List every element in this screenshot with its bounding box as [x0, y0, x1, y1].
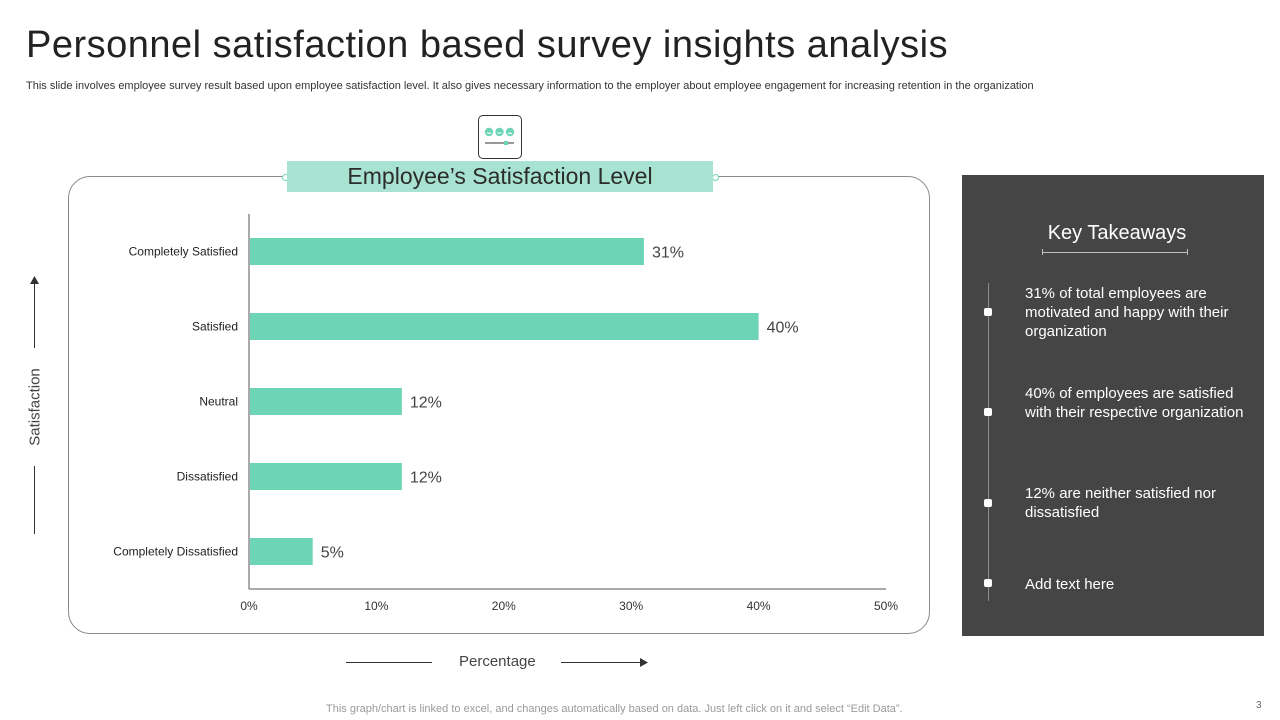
x-axis-left-line: [346, 662, 432, 663]
takeaways-timeline: [988, 283, 989, 601]
footer-note: This graph/chart is linked to excel, and…: [326, 703, 903, 715]
takeaway-item: Add text here: [1025, 576, 1115, 593]
takeaway-item: 40% of employees are satisfied with thei…: [1025, 385, 1244, 421]
x-axis-label: Percentage: [459, 653, 536, 670]
x-tick-label: 50%: [874, 599, 898, 613]
category-label: Dissatisfied: [177, 470, 238, 484]
data-label: 31%: [652, 245, 684, 262]
bar: [250, 388, 402, 415]
key-takeaways-panel: Key Takeaways 31% of total employees are…: [962, 175, 1264, 636]
category-label: Completely Satisfied: [129, 245, 238, 259]
category-label: Satisfied: [192, 320, 238, 334]
y-axis-arrow-line: [34, 280, 35, 348]
underline-right-tick: [1187, 249, 1188, 255]
satisfaction-faces-icon: [478, 115, 522, 159]
data-label: 12%: [410, 395, 442, 412]
x-tick-label: 10%: [364, 599, 388, 613]
bar: [250, 463, 402, 490]
x-tick-label: 30%: [619, 599, 643, 613]
bar: [250, 313, 759, 340]
key-takeaways-title: Key Takeaways: [1047, 222, 1187, 244]
page-subtitle: This slide involves employee survey resu…: [26, 80, 1034, 92]
underline-left-tick: [1042, 249, 1043, 255]
bar: [250, 238, 644, 265]
page-number: 3: [1256, 700, 1262, 711]
takeaway-item: 31% of total employees are motivated and…: [1025, 285, 1229, 340]
x-axis-arrow-head-icon: [640, 658, 648, 667]
chart-title: Employee’s Satisfaction Level: [287, 161, 713, 192]
category-label: Completely Dissatisfied: [113, 545, 238, 559]
x-tick-label: 0%: [240, 599, 258, 613]
bar: [250, 538, 313, 565]
timeline-dot: [984, 308, 992, 316]
y-axis-arrow-head-icon: [30, 276, 39, 284]
category-label: Neutral: [199, 395, 238, 409]
timeline-dot: [984, 499, 992, 507]
timeline-dot: [984, 579, 992, 587]
takeaway-item: 12% are neither satisfied nor dissatisfi…: [1025, 485, 1216, 521]
page-title: Personnel satisfaction based survey insi…: [26, 24, 949, 66]
key-takeaways-underline: [1042, 252, 1188, 253]
x-tick-label: 20%: [492, 599, 516, 613]
y-axis-lower-line: [34, 466, 35, 534]
y-axis-label-group: Satisfaction: [0, 270, 70, 540]
x-axis-arrow-line: [561, 662, 643, 663]
y-axis-label: Satisfaction: [26, 368, 44, 446]
data-label: 12%: [410, 470, 442, 487]
data-label: 40%: [767, 320, 799, 337]
x-tick-label: 40%: [747, 599, 771, 613]
data-label: 5%: [321, 545, 344, 562]
timeline-dot: [984, 408, 992, 416]
